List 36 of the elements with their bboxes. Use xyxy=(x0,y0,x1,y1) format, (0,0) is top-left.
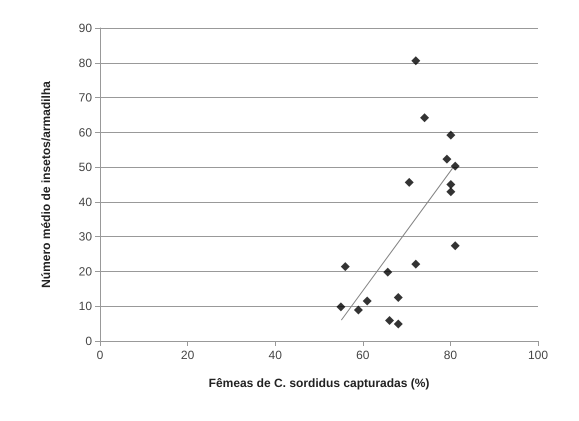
x-tick-label: 40 xyxy=(268,348,282,362)
x-tick-label: 100 xyxy=(528,348,548,362)
y-tick-label: 20 xyxy=(78,264,92,278)
point xyxy=(411,56,420,66)
y-tick-label: 80 xyxy=(78,56,92,70)
point xyxy=(354,306,363,315)
point xyxy=(446,187,456,196)
y-tick-label: 50 xyxy=(78,160,92,174)
point xyxy=(411,260,420,269)
y-tick-label: 0 xyxy=(85,334,92,348)
y-tick-label: 60 xyxy=(78,125,92,140)
x-tick-label: 0 xyxy=(96,348,104,362)
x-tick-label: 20 xyxy=(180,348,195,362)
x-tick-label: 60 xyxy=(356,348,370,362)
point xyxy=(362,296,372,306)
point xyxy=(394,293,403,302)
point xyxy=(394,319,403,328)
x-tick-label: 80 xyxy=(444,348,458,362)
y-tick-label: 90 xyxy=(78,21,92,35)
y-axis-title: Número médio de insetos/armadilha xyxy=(39,80,53,288)
point xyxy=(446,130,456,140)
y-tick-label: 30 xyxy=(78,230,92,244)
y-tick-label: 40 xyxy=(78,194,92,209)
y-tick-label: 10 xyxy=(78,299,92,314)
point xyxy=(442,154,452,164)
y-tick-label: 70 xyxy=(78,90,92,105)
point xyxy=(450,162,460,171)
x-axis-title: Fêmeas de C. sordidus capturadas (%) xyxy=(208,376,430,390)
point xyxy=(336,302,346,312)
point xyxy=(446,180,456,189)
point xyxy=(420,113,430,122)
point xyxy=(383,268,392,277)
point xyxy=(404,178,414,187)
point xyxy=(340,262,350,272)
point xyxy=(385,316,394,325)
point xyxy=(450,241,460,250)
